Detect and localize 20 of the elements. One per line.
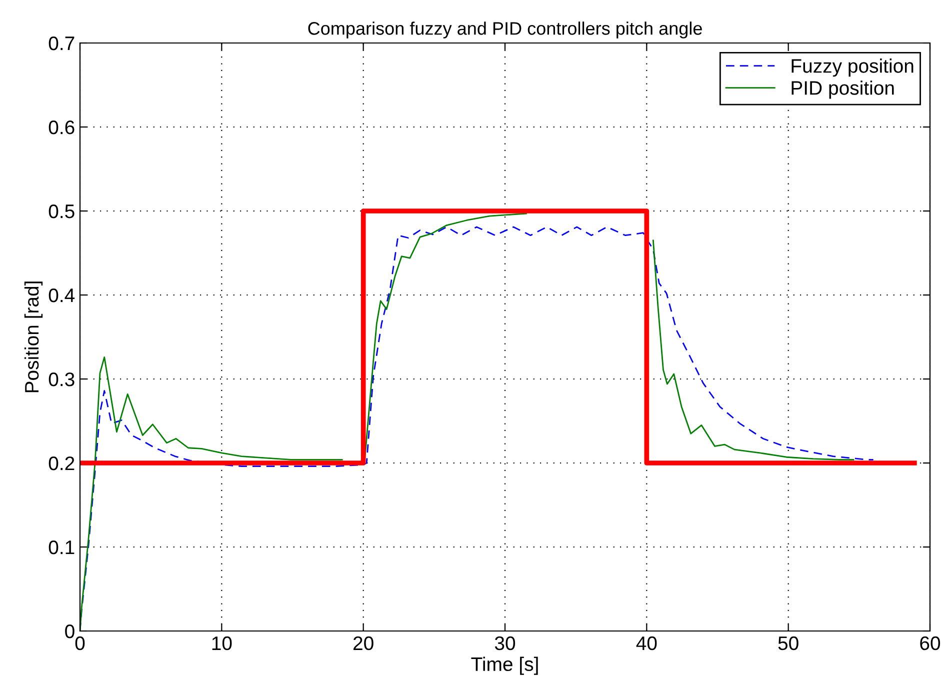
chart-title: Comparison fuzzy and PID controllers pitch angle (308, 22, 702, 38)
y-tick-label: 0.4 (48, 288, 75, 302)
x-tick-label: 10 (212, 636, 232, 650)
legend-label: Fuzzy position (792, 58, 914, 77)
x-tick-label: 60 (920, 636, 940, 650)
y-tick-label: 0.7 (48, 36, 74, 50)
legend-label: PID position (792, 80, 894, 99)
y-tick-label: 0.1 (48, 540, 74, 554)
y-tick-label: 0.3 (48, 372, 74, 386)
x-tick-label: 40 (636, 636, 657, 650)
y-axis-title: Position [rad] (24, 282, 43, 392)
x-axis-title: Time [s] (471, 656, 538, 675)
y-tick-label: 0 (65, 624, 74, 638)
x-tick-label: 0 (75, 636, 85, 650)
x-tick-label: 30 (494, 636, 516, 650)
y-tick-label: 0.6 (48, 120, 74, 134)
x-tick-label: 50 (778, 636, 798, 650)
y-tick-label: 0.5 (48, 204, 74, 218)
y-tick-label: 0.2 (48, 456, 74, 470)
x-tick-label: 20 (354, 636, 374, 650)
